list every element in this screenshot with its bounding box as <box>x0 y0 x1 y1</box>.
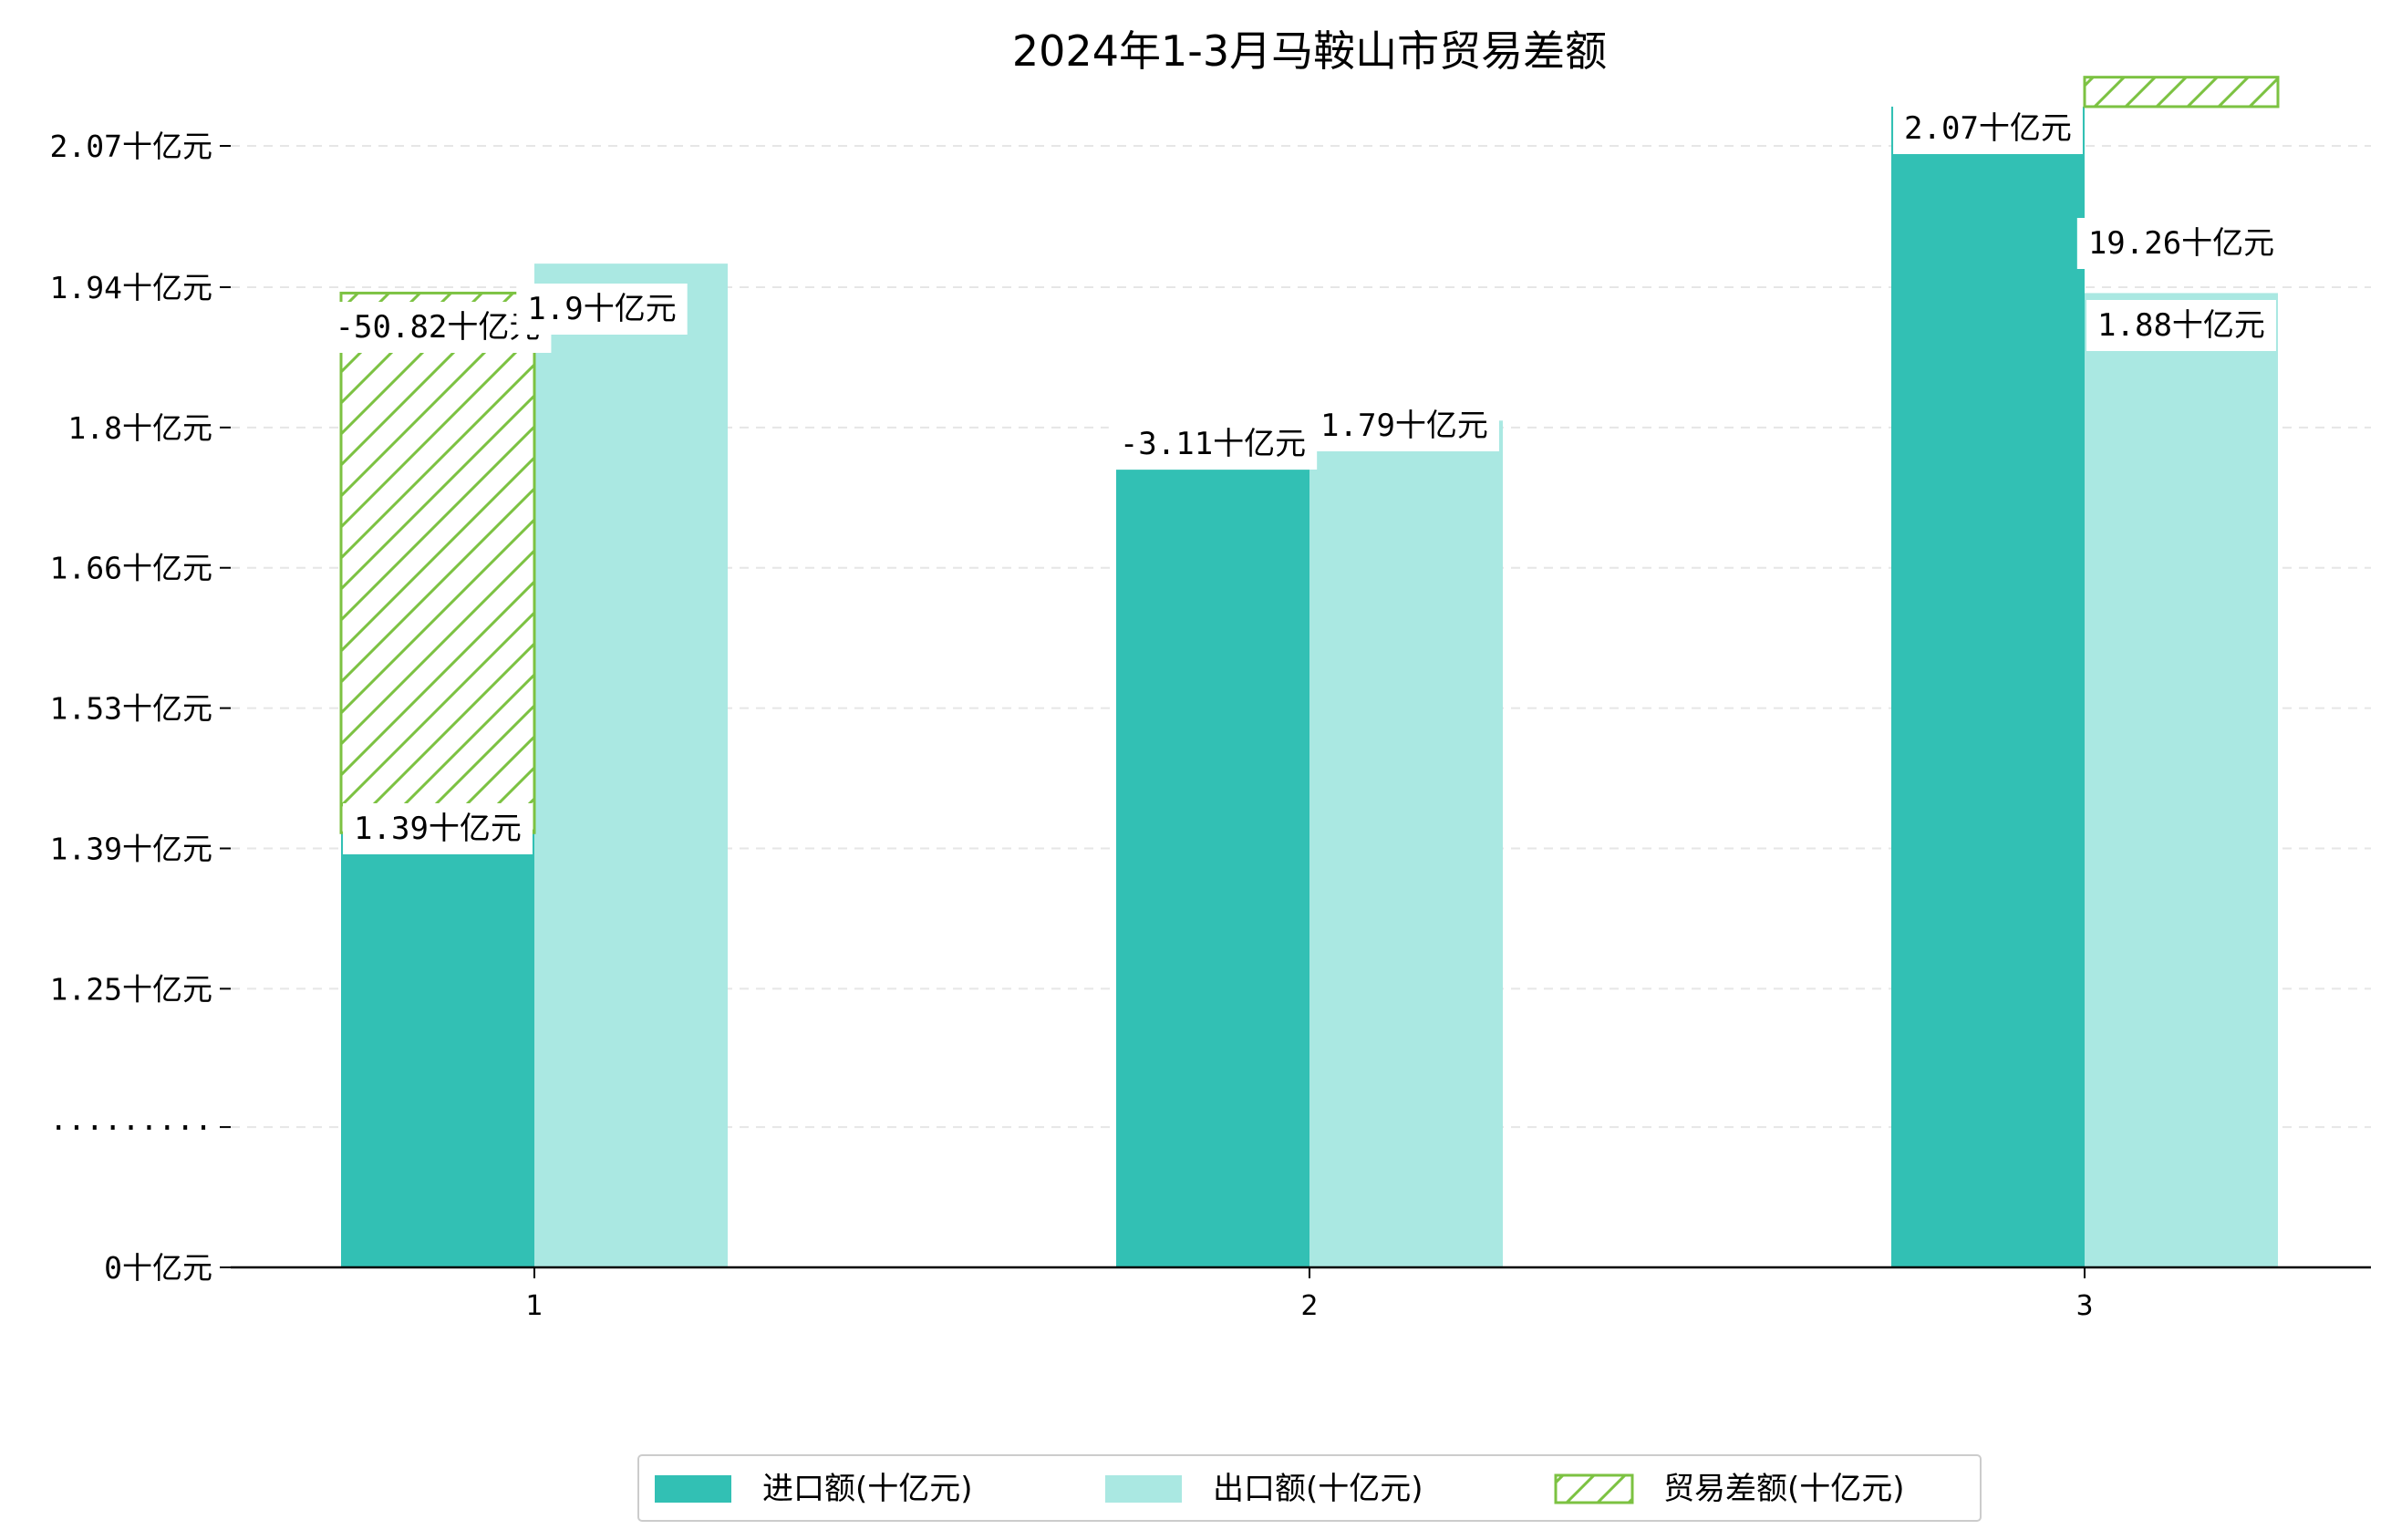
bars <box>339 76 2280 1268</box>
y-tick-label: 1.39十亿元 <box>50 831 212 866</box>
export-label: 1.88十亿元 <box>2086 300 2276 351</box>
balance-bar <box>339 291 536 834</box>
balance-label: -50.82十亿元 <box>324 302 552 353</box>
balance-label-box <box>324 302 552 353</box>
y-tick-label: 2.07十亿元 <box>50 129 212 164</box>
x-tick-label: 1 <box>525 1290 543 1322</box>
export-label: 1.79十亿元 <box>1309 400 1499 451</box>
import-label-box <box>1893 103 2083 154</box>
legend-frame <box>637 1454 1982 1522</box>
legend-swatch <box>655 1475 731 1503</box>
import-bar <box>1891 106 2085 1268</box>
legend-item-import[interactable]: 进口额(十亿元) <box>655 1471 973 1507</box>
legend-label: 出口额(十亿元) <box>1213 1471 1423 1507</box>
export-bar <box>534 264 728 1268</box>
import-bar <box>341 832 534 1267</box>
balance-label-text: 19.26十亿元 <box>2088 225 2274 262</box>
legend-label: 进口额(十亿元) <box>762 1471 973 1507</box>
x-tick-label: 2 <box>1300 1290 1318 1322</box>
y-tick-label: 1.94十亿元 <box>50 270 212 305</box>
y-tick-label: 1.25十亿元 <box>50 971 212 1007</box>
y-tick-label: 1.53十亿元 <box>50 691 212 727</box>
balance-bar <box>2083 76 2280 109</box>
export-label-text: 1.9十亿元 <box>527 291 676 327</box>
import-label-box <box>343 803 533 854</box>
import-label-text: 1.39十亿元 <box>354 811 522 847</box>
import-label: -3.11十亿元 <box>1108 419 1318 470</box>
export-label-box <box>516 284 688 335</box>
chart-title: 2024年1-3月马鞍山市贸易差额 <box>1012 26 1607 76</box>
balance-label-box <box>2076 218 2286 269</box>
x-tick-label: 3 <box>2075 1290 2093 1322</box>
import-label-text: 2.07十亿元 <box>1904 110 2072 147</box>
balance-label: 19.26十亿元 <box>2076 218 2286 269</box>
y-tick-label: 1.8十亿元 <box>67 410 212 446</box>
legend-label: 贸易差额(十亿元) <box>1663 1471 1905 1507</box>
export-label-text: 1.88十亿元 <box>2097 307 2265 344</box>
y-tick-label: 0十亿元 <box>104 1250 212 1286</box>
y-tick-label: ········· <box>49 1110 212 1145</box>
import-label: 2.07十亿元 <box>1893 103 2083 154</box>
legend-item-balance[interactable]: 贸易差额(十亿元) <box>1554 1471 1905 1507</box>
export-label-box <box>1309 400 1499 451</box>
import-label-box <box>1108 419 1318 470</box>
legend-swatch <box>1105 1475 1182 1503</box>
export-label-text: 1.79十亿元 <box>1320 408 1488 444</box>
legend-item-export[interactable]: 出口额(十亿元) <box>1105 1471 1423 1507</box>
import-label-text: -3.11十亿元 <box>1120 426 1306 462</box>
import-label: 1.39十亿元 <box>343 803 533 854</box>
export-bar <box>1309 420 1503 1267</box>
legend[interactable]: 进口额(十亿元) 出口额(十亿元) 贸易差额(十亿元) <box>637 1454 1982 1522</box>
export-label: 1.9十亿元 <box>516 284 688 335</box>
y-tick-label: 1.66十亿元 <box>50 551 212 586</box>
axes: 0十亿元 ········· 1.25十亿元 1.39十亿元 1.53十亿元 1.66十亿… <box>49 129 2371 1322</box>
legend-swatch <box>1554 1473 1634 1504</box>
export-bar <box>2085 293 2278 1267</box>
balance-label-text: -50.82十亿元 <box>336 309 541 346</box>
export-label-box <box>2086 300 2276 351</box>
import-bar <box>1116 470 1309 1267</box>
